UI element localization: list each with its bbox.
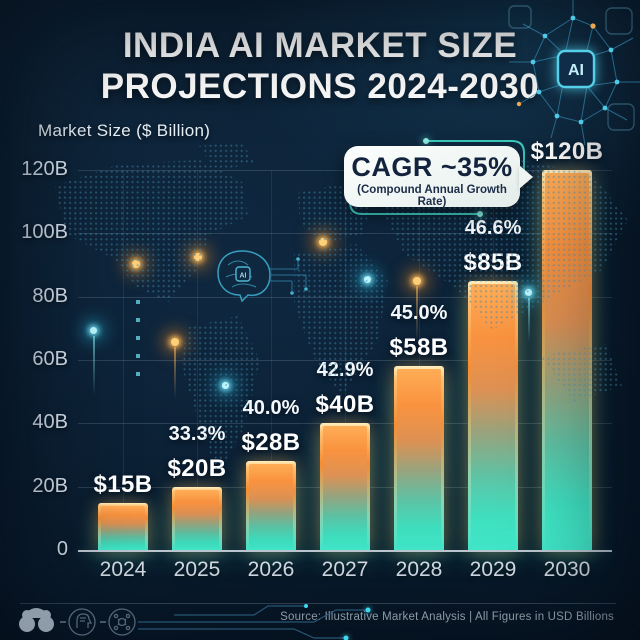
- glow-dot-orange: [413, 277, 421, 285]
- footer-icons: [19, 604, 371, 640]
- footer-divider: [20, 603, 616, 604]
- gridline-vertical: [419, 170, 420, 550]
- page-title-line1: INDIA AI MARKET SIZE: [122, 26, 518, 65]
- ai-chip-label: AI: [568, 62, 584, 79]
- ai-chip-label-small: AI: [240, 273, 247, 280]
- x-axis-label-2029: 2029: [469, 558, 517, 581]
- y-axis-tick-label: 60B: [32, 348, 68, 370]
- ai-head-icon: [68, 608, 96, 636]
- bar-2029: [468, 280, 518, 550]
- growth-label-2028: 45.0%: [390, 302, 448, 325]
- bar-fill: [249, 464, 293, 550]
- cagr-value: CAGR ~35%: [351, 152, 513, 182]
- x-axis-label-2026: 2026: [247, 558, 295, 581]
- glow-dot-orange: [171, 338, 179, 346]
- page-title-line2: PROJECTIONS 2024-2030: [100, 66, 540, 106]
- ai-brain-mini-icon: AI: [217, 250, 308, 303]
- y-axis-tick-label: 40B: [32, 411, 68, 434]
- y-axis-tick-label: 120B: [21, 158, 68, 180]
- x-axis-label-2028: 2028: [395, 558, 443, 581]
- y-axis-tick-label: 100B: [21, 221, 68, 244]
- x-axis-label-2025: 2025: [173, 558, 221, 581]
- bar-2024: [98, 502, 148, 550]
- bar-fill: [175, 489, 219, 550]
- x-axis-baseline: [78, 550, 612, 552]
- bar-fill: [101, 505, 145, 550]
- value-label-2030: $120B: [530, 138, 604, 165]
- bar-2028: [394, 366, 444, 550]
- x-axis-label-2027: 2027: [321, 558, 369, 581]
- callout-pointer: [519, 165, 533, 189]
- bar-fill: [397, 369, 441, 550]
- cagr-callout: CAGR ~35% (Compound Annual Growth Rate): [344, 146, 533, 208]
- light-streak: [93, 336, 95, 396]
- x-axis-label-2030: 2030: [543, 558, 591, 581]
- value-label-2026: $28B: [241, 429, 301, 457]
- ai-brain-circuit-icon: AI: [508, 0, 640, 145]
- cagr-subtext: (Compound Annual Growth Rate): [357, 184, 507, 208]
- bar-fill: [323, 426, 367, 550]
- circuit-traces: [138, 605, 366, 639]
- world-map-dotted: [55, 142, 628, 474]
- dot-column: [136, 300, 140, 376]
- x-axis-label-2024: 2024: [99, 558, 147, 581]
- page-title: INDIA AI MARKET SIZE PROJECTIONS 2024-20…: [0, 26, 640, 108]
- gridline-vertical: [271, 170, 272, 550]
- bar-2027: [320, 423, 370, 550]
- light-streak: [416, 286, 418, 342]
- light-streak: [174, 347, 176, 399]
- glow-dot-cyan: [90, 327, 97, 334]
- value-label-2024: $15B: [93, 470, 153, 498]
- source-note: Source: Illustrative Market Analysis | A…: [280, 611, 614, 623]
- y-axis-title: Market Size ($ Billion): [38, 121, 211, 140]
- bar-2026: [246, 461, 296, 550]
- chip-network-icon: [108, 608, 136, 636]
- growth-label-2026: 40.0%: [242, 397, 300, 420]
- bar-2025: [172, 486, 222, 550]
- gridline-vertical: [123, 170, 124, 550]
- y-axis-tick-label: 20B: [32, 474, 68, 497]
- light-streak: [528, 298, 530, 342]
- y-axis-tick-label: 0: [56, 538, 68, 560]
- y-axis-tick-label: 80B: [32, 284, 68, 307]
- binoculars-icon: [19, 608, 54, 632]
- value-label-2028: $58B: [389, 334, 449, 362]
- value-label-2027: $40B: [315, 391, 375, 419]
